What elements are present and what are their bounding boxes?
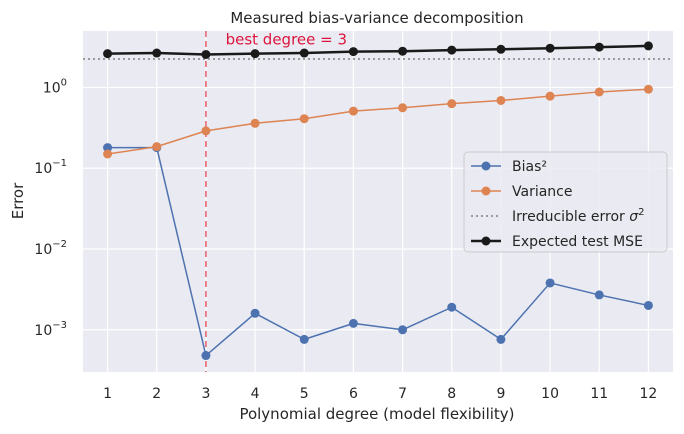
x-tick-label: 12: [640, 386, 658, 402]
y-tick-label: 10−1: [34, 158, 67, 177]
legend-sigma: σ: [629, 209, 639, 225]
data-point-variance: [643, 84, 653, 94]
data-point-variance: [201, 126, 211, 136]
x-tick-label: 4: [251, 386, 260, 402]
legend-marker-bias: [481, 161, 491, 171]
x-tick-label: 11: [590, 386, 608, 402]
data-point-expected-test-mse: [594, 42, 604, 52]
annotation-layer: best degree = 3: [226, 31, 347, 49]
reference-lines: [83, 31, 673, 372]
data-point-expected-test-mse: [103, 49, 113, 59]
series-line-expected-test-mse: [107, 44, 649, 56]
data-point-variance: [447, 99, 457, 109]
legend-label-variance: Variance: [512, 184, 572, 200]
legend-label-irreducible-error: Irreducible error σ2: [512, 207, 644, 225]
series-variance: [103, 84, 653, 159]
y-axis-label: Error: [9, 182, 27, 219]
legend-marker-variance: [481, 186, 491, 196]
data-point-bias: [545, 278, 555, 288]
y-tick-exponent: −2: [52, 239, 67, 250]
y-tick-base: 10: [43, 80, 61, 96]
data-point-bias: [594, 290, 604, 300]
y-tick-exponent: −3: [52, 320, 67, 331]
data-point-variance: [594, 87, 604, 97]
series-line-variance: [107, 88, 649, 155]
y-tick-label: 10−2: [34, 239, 67, 258]
series-expected-test-mse: [103, 41, 653, 59]
y-tick-base: 10: [34, 242, 52, 258]
data-point-expected-test-mse: [447, 45, 457, 55]
data-point-expected-test-mse: [201, 49, 211, 59]
x-tick-label: 5: [300, 386, 309, 402]
y-tick-base: 10: [34, 323, 52, 339]
legend-label-bias: Bias²: [512, 159, 547, 175]
data-point-variance: [250, 118, 260, 128]
x-axis-label: Polynomial degree (model flexibility): [239, 405, 514, 423]
x-tick-label: 7: [398, 386, 407, 402]
x-tick-label: 6: [349, 386, 358, 402]
data-point-variance: [398, 103, 408, 113]
data-point-expected-test-mse: [348, 47, 358, 57]
data-point-variance: [545, 91, 555, 101]
data-point-bias: [447, 302, 457, 312]
data-point-expected-test-mse: [496, 44, 506, 54]
best-degree-annotation: best degree = 3: [226, 31, 347, 49]
y-tick-label: 10−3: [34, 320, 67, 339]
y-tick-exponent: 0: [61, 77, 67, 88]
x-tick-label: 3: [201, 386, 210, 402]
x-tick-label: 9: [496, 386, 505, 402]
data-point-bias: [201, 351, 211, 361]
legend-irreducible-name: Irreducible error: [512, 209, 625, 225]
legend-marker-expected-test-mse: [481, 236, 491, 246]
legend-label-expected-test-mse: Expected test MSE: [512, 234, 643, 250]
data-point-bias: [103, 143, 113, 153]
data-point-bias: [398, 325, 408, 335]
data-point-expected-test-mse: [299, 48, 309, 58]
data-point-variance: [299, 114, 309, 124]
data-point-variance: [496, 95, 506, 105]
data-point-bias: [299, 334, 309, 344]
y-tick-label: 100: [43, 77, 67, 96]
data-point-variance: [103, 149, 113, 159]
x-tick-label: 8: [447, 386, 456, 402]
data-point-expected-test-mse: [643, 41, 653, 51]
x-tick-label: 10: [541, 386, 559, 402]
chart-title: Measured bias-variance decomposition: [230, 9, 523, 27]
data-point-expected-test-mse: [152, 48, 162, 58]
data-point-expected-test-mse: [250, 49, 260, 59]
data-point-expected-test-mse: [545, 43, 555, 53]
legend-sigma-exponent: 2: [638, 207, 644, 218]
data-point-bias: [643, 300, 653, 310]
x-tick-label: 2: [152, 386, 161, 402]
x-tick-labels: 1 2 3 4 5 6 7 8 9 10 11 12: [103, 386, 657, 402]
data-point-bias: [250, 308, 260, 318]
x-tick-label: 1: [103, 386, 112, 402]
data-point-bias: [348, 318, 358, 328]
series-line-bias: [107, 146, 649, 357]
data-point-variance: [152, 142, 162, 152]
data-point-expected-test-mse: [398, 46, 408, 56]
y-tick-base: 10: [34, 161, 52, 177]
data-point-variance: [348, 106, 358, 116]
legend: Bias² Variance Irreducible error σ2 Expecte…: [463, 151, 668, 253]
y-tick-exponent: −1: [52, 158, 67, 169]
data-point-bias: [496, 334, 506, 344]
legend-box: [463, 151, 668, 253]
series-group: [103, 41, 653, 361]
